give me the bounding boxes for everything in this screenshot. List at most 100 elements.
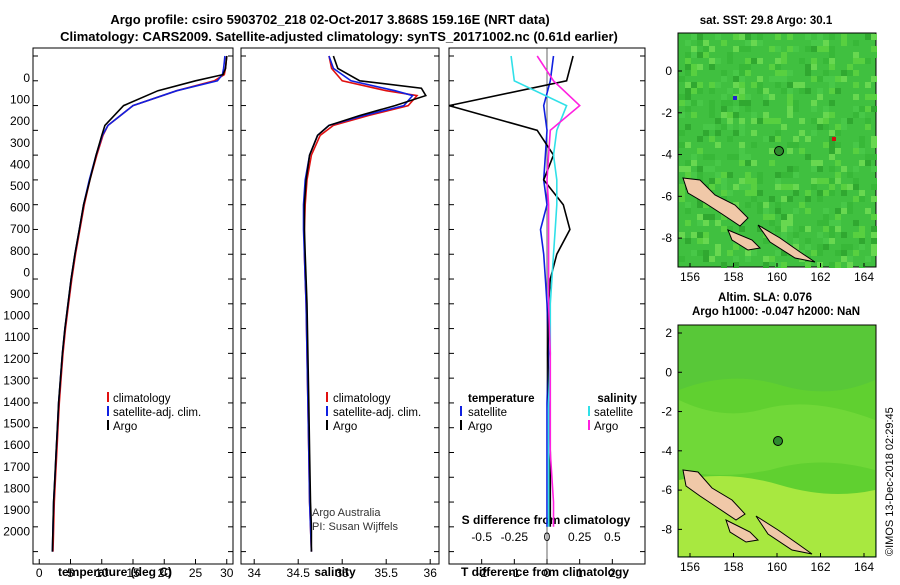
sst-pixel bbox=[745, 58, 751, 64]
sst-pixel bbox=[835, 88, 841, 94]
sst-pixel bbox=[769, 118, 775, 124]
sst-pixel bbox=[715, 82, 721, 88]
sla-map-title-1: Altim. SLA: 0.076 bbox=[718, 292, 812, 304]
sst-pixel bbox=[859, 142, 865, 148]
sst-pixel bbox=[859, 100, 865, 106]
sla-x-tick-label: 158 bbox=[723, 560, 743, 574]
temperature-axes-frame bbox=[32, 47, 234, 565]
sst-pixel bbox=[733, 244, 739, 250]
sst-pixel bbox=[775, 130, 781, 136]
sst-pixel bbox=[859, 106, 865, 112]
sst-pixel bbox=[871, 76, 877, 82]
sst-pixel bbox=[703, 202, 709, 208]
sst-pixel bbox=[847, 202, 853, 208]
y-tick-label: 800 bbox=[10, 244, 30, 258]
sst-pixel bbox=[703, 214, 709, 220]
sst-pixel bbox=[775, 70, 781, 76]
sst-pixel bbox=[775, 82, 781, 88]
sst-pixel bbox=[745, 256, 751, 262]
sst-pixel bbox=[679, 184, 685, 190]
sst-pixel bbox=[727, 118, 733, 124]
sst-pixel bbox=[697, 220, 703, 226]
sst-pixel bbox=[763, 256, 769, 262]
sst-pixel bbox=[805, 226, 811, 232]
sst-pixel bbox=[757, 118, 763, 124]
sst-pixel bbox=[679, 142, 685, 148]
x-tick-label: 34 bbox=[248, 566, 262, 580]
difference-profile-panel: T difference from climatology S differen… bbox=[448, 47, 646, 579]
sst-pixel bbox=[679, 190, 685, 196]
sst-pixel bbox=[685, 106, 691, 112]
sst-pixel bbox=[769, 136, 775, 142]
sst-pixel bbox=[853, 196, 859, 202]
sst-pixel bbox=[751, 184, 757, 190]
sst-pixel bbox=[811, 166, 817, 172]
y-tick-label: 300 bbox=[10, 136, 30, 150]
sst-pixel bbox=[691, 250, 697, 256]
y-tick-label: 2000 bbox=[3, 525, 30, 539]
sst-pixel bbox=[733, 70, 739, 76]
sst-pixel bbox=[769, 256, 775, 262]
sst-pixel bbox=[817, 220, 823, 226]
sst-pixel bbox=[829, 52, 835, 58]
sst-pixel bbox=[835, 82, 841, 88]
sst-pixel bbox=[829, 226, 835, 232]
legend-t-satellite-label: satellite bbox=[468, 407, 507, 419]
sst-pixel bbox=[763, 136, 769, 142]
sst-pixel bbox=[763, 202, 769, 208]
sst-pixel bbox=[787, 82, 793, 88]
sst-pixel bbox=[745, 184, 751, 190]
sst-pixel bbox=[739, 226, 745, 232]
s-tick-label: -0.25 bbox=[501, 530, 529, 544]
sst-pixel bbox=[829, 256, 835, 262]
temperature-profile-panel: temperature (deg C) climatology satellit… bbox=[32, 47, 234, 579]
sst-pixel bbox=[805, 178, 811, 184]
sst-pixel bbox=[703, 166, 709, 172]
sst-pixel bbox=[733, 256, 739, 262]
sst-pixel bbox=[751, 148, 757, 154]
header-line-2: Climatology: CARS2009. Satellite-adjuste… bbox=[60, 29, 618, 44]
sst-pixel bbox=[805, 208, 811, 214]
sst-pixel bbox=[871, 94, 877, 100]
series-difference-1 bbox=[448, 55, 574, 527]
x-tick-label: 34.5 bbox=[287, 566, 311, 580]
sst-pixel bbox=[871, 52, 877, 58]
sst-pixel bbox=[769, 46, 775, 52]
sst-pixel bbox=[715, 250, 721, 256]
sst-pixel bbox=[829, 100, 835, 106]
sst-pixel bbox=[769, 160, 775, 166]
sst-pixel bbox=[679, 130, 685, 136]
sst-pixel bbox=[733, 112, 739, 118]
sst-x-tick-label: 162 bbox=[810, 270, 830, 284]
sst-pixel bbox=[775, 184, 781, 190]
sst-pixel bbox=[811, 250, 817, 256]
x-tick-label: 20 bbox=[158, 566, 172, 580]
x-tick-label: 36 bbox=[424, 566, 438, 580]
salinity-profile-panel: salinity climatology satellite-adj. clim… bbox=[240, 47, 440, 579]
sst-pixel bbox=[709, 214, 715, 220]
legend-satellite-swatch bbox=[107, 406, 109, 416]
legend-salinity-title: salinity bbox=[597, 393, 637, 405]
legend-t-argo-label: Argo bbox=[468, 421, 492, 433]
sst-pixel bbox=[823, 208, 829, 214]
sst-pixel bbox=[859, 160, 865, 166]
sst-pixel bbox=[781, 232, 787, 238]
sst-pixel bbox=[793, 82, 799, 88]
sst-pixel bbox=[763, 100, 769, 106]
sst-pixel bbox=[829, 166, 835, 172]
sst-pixel bbox=[841, 118, 847, 124]
sst-pixel bbox=[721, 70, 727, 76]
sst-pixel bbox=[835, 142, 841, 148]
sst-pixel bbox=[793, 166, 799, 172]
sst-pixel bbox=[841, 244, 847, 250]
sst-pixel bbox=[829, 154, 835, 160]
sst-pixel bbox=[787, 226, 793, 232]
y-tick-label: 600 bbox=[10, 201, 30, 215]
sst-pixel bbox=[745, 190, 751, 196]
sst-pixel bbox=[697, 64, 703, 70]
sst-pixel bbox=[853, 112, 859, 118]
sst-pixel bbox=[859, 244, 865, 250]
sst-pixel bbox=[697, 52, 703, 58]
sst-pixel bbox=[805, 154, 811, 160]
sst-pixel bbox=[745, 100, 751, 106]
